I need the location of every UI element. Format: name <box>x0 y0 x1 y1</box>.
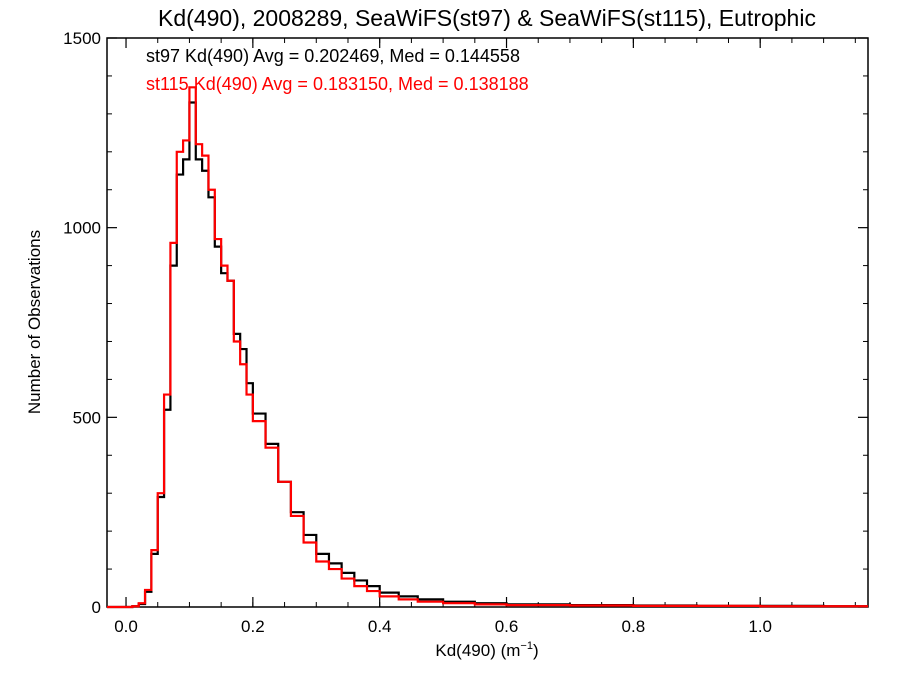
series-st115 <box>107 86 868 609</box>
x-tick-label: 1.0 <box>748 617 772 636</box>
plot-frame <box>106 37 869 608</box>
plot-area: 0.0 0.2 0.4 0.6 0.8 1.0 0 500 1000 1500 <box>63 29 869 636</box>
y-tick-label: 0 <box>92 598 101 617</box>
x-axis-label-superscript: −1 <box>520 640 533 652</box>
x-axis-ticks: 0.0 0.2 0.4 0.6 0.8 1.0 <box>114 38 856 636</box>
y-tick-label: 1000 <box>63 219 101 238</box>
x-tick-label: 0.4 <box>368 617 392 636</box>
x-axis-label: Kd(490) (m−1) <box>435 640 538 660</box>
x-tick-label: 0.8 <box>622 617 646 636</box>
x-axis-label-close: ) <box>533 641 539 660</box>
annotation-st97: st97 Kd(490) Avg = 0.202469, Med = 0.144… <box>146 46 520 66</box>
x-axis-label-main: Kd(490) (m <box>435 641 520 660</box>
x-tick-label: 0.2 <box>241 617 265 636</box>
chart-title: Kd(490), 2008289, SeaWiFS(st97) & SeaWiF… <box>158 5 816 31</box>
x-tick-label: 0.0 <box>114 617 138 636</box>
series-line-st97 <box>107 101 868 609</box>
series-line-st115 <box>107 86 868 609</box>
y-axis-label: Number of Observations <box>25 230 44 414</box>
series-layer <box>107 86 868 609</box>
y-tick-label: 1500 <box>63 29 101 48</box>
series-st97 <box>107 101 868 609</box>
annotation-st115: st115 Kd(490) Avg = 0.183150, Med = 0.13… <box>146 74 529 94</box>
x-tick-label: 0.6 <box>495 617 519 636</box>
y-tick-label: 500 <box>73 408 101 427</box>
y-axis-ticks: 0 500 1000 1500 <box>63 29 868 617</box>
